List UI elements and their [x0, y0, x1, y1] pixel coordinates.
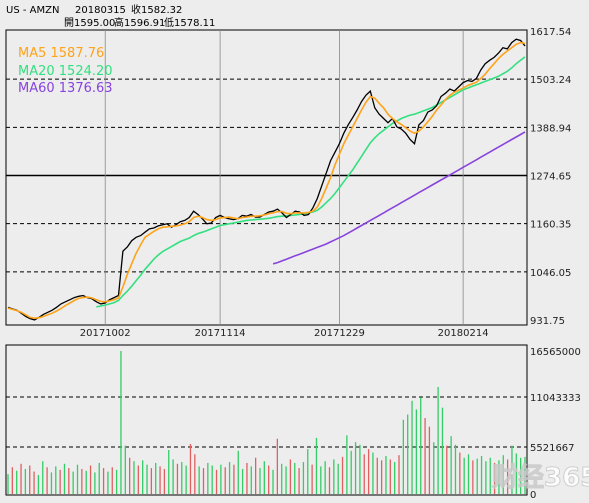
price-y-tick-label: 1046.05 — [530, 268, 571, 279]
volume-y-tick-label: 5521667 — [530, 443, 575, 454]
date-label: 20180315 — [75, 5, 126, 16]
price-y-tick-label: 1617.54 — [530, 27, 571, 38]
price-panel[interactable]: 1617.54 1503.24 1388.94 1274.65 1160.35 1046.… — [5, 27, 571, 495]
volume-gridlines — [6, 396, 527, 448]
close-price-label: 收1582.32 — [131, 3, 182, 16]
price-y-tick-label: 1503.24 — [530, 75, 571, 86]
volume-y-tick-label: 16565000 — [530, 347, 581, 358]
volume-panel[interactable]: 16565000 11043333 5521667 0 — [5, 344, 581, 501]
price-x-tick-label: 20171114 — [195, 328, 246, 339]
ma60-legend: MA60 1376.63 — [18, 81, 113, 96]
ma-legend: MA5 1587.76 MA20 1524.20 MA60 1376.63 — [18, 46, 113, 96]
volume-panel-frame — [5, 344, 528, 496]
price-y-tick-label: 1388.94 — [530, 123, 571, 134]
watermark-text: 财经365 — [492, 462, 589, 493]
ma5-line — [7, 41, 526, 320]
volume-y-tick-label: 0 — [530, 490, 536, 501]
volume-bars — [7, 351, 526, 494]
price-series — [7, 38, 526, 321]
watermark-logo: 财经365 — [492, 462, 589, 494]
price-y-tick-label: 1160.35 — [530, 220, 571, 231]
price-line — [7, 38, 526, 321]
low-price-label: 低1578.11 — [164, 16, 215, 29]
ma60-line — [272, 131, 526, 265]
volume-y-axis: 16565000 11043333 5521667 0 — [530, 347, 581, 501]
volume-y-tick-label: 11043333 — [530, 393, 581, 404]
symbol-label: US - AMZN — [6, 5, 59, 16]
price-x-tick-label: 20171229 — [314, 328, 365, 339]
ma5-legend: MA5 1587.76 — [18, 46, 104, 61]
price-x-tick-label: 20171002 — [80, 328, 131, 339]
price-x-axis: 20171002 20171114 20171229 20180214 — [80, 328, 489, 339]
high-price-label: 高1596.91 — [114, 16, 165, 29]
price-y-tick-label: 931.75 — [530, 316, 565, 327]
ma20-legend: MA20 1524.20 — [18, 64, 113, 79]
price-x-tick-label: 20180214 — [438, 328, 489, 339]
price-y-axis: 1617.54 1503.24 1388.94 1274.65 1160.35 1046.… — [530, 27, 571, 327]
open-price-label: 開1595.00 — [64, 17, 115, 29]
price-y-tick-label: 1274.65 — [530, 172, 571, 183]
